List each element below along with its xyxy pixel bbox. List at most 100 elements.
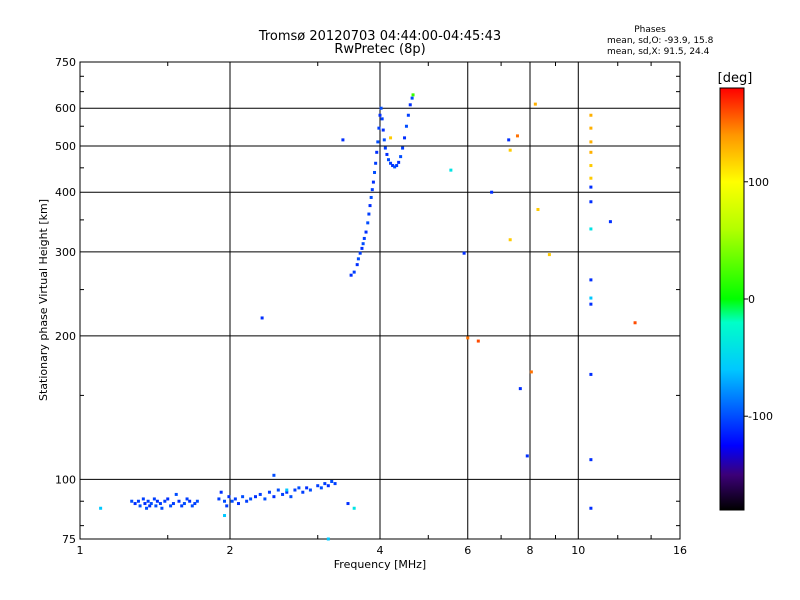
echo-point xyxy=(297,486,301,490)
echo-point xyxy=(373,170,377,174)
echo-point xyxy=(219,490,223,494)
y-tick-label: 500 xyxy=(55,140,76,153)
echo-point xyxy=(525,454,529,458)
echo-point xyxy=(349,273,353,277)
echo-point xyxy=(383,146,387,150)
echo-point xyxy=(589,506,593,510)
echo-point xyxy=(381,128,385,132)
echo-point xyxy=(193,502,197,506)
colorbar-tick-label: 0 xyxy=(748,293,755,306)
echo-point xyxy=(397,160,401,164)
echo-point xyxy=(163,499,167,503)
echo-point xyxy=(376,140,380,144)
echo-point xyxy=(245,499,249,503)
echo-point xyxy=(358,251,362,255)
echo-point xyxy=(375,150,379,154)
echo-point xyxy=(589,278,593,282)
echo-point xyxy=(188,499,192,503)
echo-point xyxy=(508,148,512,152)
echo-point xyxy=(285,490,289,494)
echo-point xyxy=(241,495,245,499)
echo-point xyxy=(272,473,276,477)
echo-point xyxy=(169,504,173,508)
echo-point xyxy=(149,502,153,506)
echo-point xyxy=(408,103,412,107)
colorbar-gradient xyxy=(719,87,745,511)
echo-point xyxy=(152,497,156,501)
echo-point xyxy=(99,506,103,510)
echo-point xyxy=(389,161,393,165)
echo-point xyxy=(589,227,593,231)
colorbar-tick-label: 100 xyxy=(748,176,769,189)
echo-point xyxy=(589,458,593,462)
echo-point xyxy=(182,502,186,506)
echo-point xyxy=(360,246,364,250)
echo-point xyxy=(589,164,593,168)
echo-point xyxy=(589,150,593,154)
echo-point xyxy=(395,164,399,168)
echo-point xyxy=(608,220,612,224)
echo-point xyxy=(305,486,309,490)
echo-point xyxy=(589,296,593,300)
colorbar-label: [deg] xyxy=(718,71,753,86)
y-tick-label: 750 xyxy=(55,56,76,69)
echo-point xyxy=(589,372,593,376)
echo-point xyxy=(281,492,285,496)
echo-point xyxy=(633,321,637,325)
echo-point xyxy=(276,488,280,492)
phase-stats-o: mean, sd,O: -93.9, 15.8 xyxy=(607,36,714,46)
x-tick-label: 4 xyxy=(377,544,384,557)
echo-point xyxy=(589,126,593,130)
x-tick-label: 6 xyxy=(464,544,471,557)
echo-point xyxy=(371,180,375,184)
echo-point xyxy=(171,502,175,506)
echo-point xyxy=(341,138,345,142)
echo-point xyxy=(154,504,158,508)
echo-point xyxy=(330,479,334,483)
chart-title: Tromsø 20120703 04:44:00-04:45:43 xyxy=(258,29,501,44)
echo-point xyxy=(249,497,253,501)
echo-point xyxy=(352,506,356,510)
echo-point xyxy=(195,499,199,503)
echo-point xyxy=(143,502,147,506)
echo-point xyxy=(529,370,533,374)
echo-point xyxy=(323,482,327,486)
echo-point xyxy=(319,486,323,490)
chart-subtitle: RwPretec (8p) xyxy=(334,42,425,57)
echo-point xyxy=(253,495,257,499)
echo-point xyxy=(466,336,470,340)
echo-point xyxy=(385,152,389,156)
y-tick-label: 75 xyxy=(62,533,76,546)
x-axis-label: Frequency [MHz] xyxy=(334,558,426,571)
echo-point xyxy=(326,537,330,541)
echo-point xyxy=(190,504,194,508)
phase-stats-x: mean, sd,X: 91.5, 24.4 xyxy=(607,47,710,57)
echo-point xyxy=(362,236,366,240)
echo-point xyxy=(377,126,381,130)
x-tick-label: 2 xyxy=(227,544,234,557)
echo-point xyxy=(508,238,512,242)
echo-point xyxy=(146,499,150,503)
echo-point xyxy=(160,506,164,510)
echo-point xyxy=(410,96,414,100)
echo-point xyxy=(518,387,522,391)
y-tick-label: 200 xyxy=(55,330,76,343)
echo-point xyxy=(333,482,337,486)
echo-point xyxy=(380,117,384,121)
echo-point xyxy=(138,504,142,508)
x-tick-label: 1 xyxy=(77,544,84,557)
echo-point xyxy=(589,200,593,204)
echo-point xyxy=(352,270,356,274)
x-tick-label: 8 xyxy=(527,544,534,557)
echo-point xyxy=(136,499,140,503)
echo-point xyxy=(449,168,453,172)
y-axis-label: Stationary phase Virtual Height [km] xyxy=(37,199,50,401)
echo-point xyxy=(263,497,267,501)
echo-point xyxy=(403,136,407,140)
echo-point xyxy=(293,488,297,492)
echo-point xyxy=(260,316,264,320)
echo-point xyxy=(589,113,593,117)
x-tick-label: 10 xyxy=(571,544,585,557)
echo-point xyxy=(401,146,405,150)
echo-point xyxy=(223,499,227,503)
